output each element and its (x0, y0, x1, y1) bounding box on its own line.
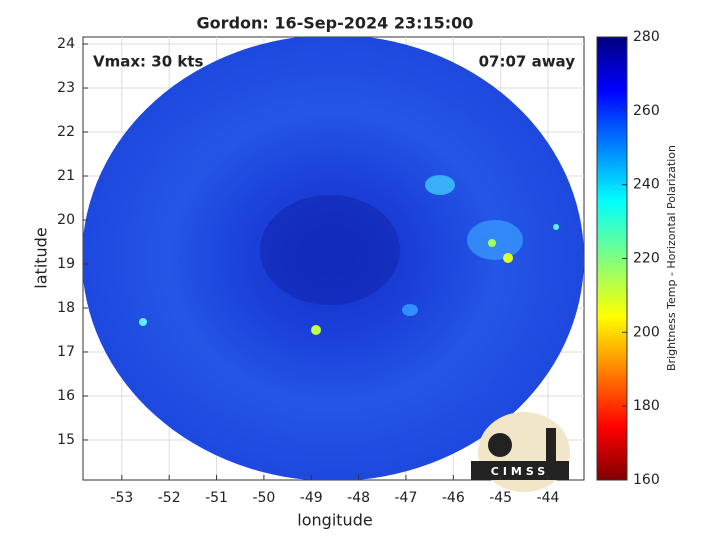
swath-feature (402, 304, 418, 316)
colorbar-tick-label: 180 (633, 398, 660, 414)
x-tick-label: -44 (537, 490, 560, 506)
x-tick-label: -46 (442, 490, 465, 506)
colorbar-tick-label: 160 (633, 472, 660, 488)
swath-feature (503, 253, 513, 263)
swath-feature (425, 175, 455, 195)
x-tick-label: -45 (489, 490, 512, 506)
logo-band (471, 461, 569, 480)
swath-feature (488, 239, 496, 247)
colorbar-tick-label: 260 (633, 103, 660, 119)
x-tick-label: -51 (205, 490, 228, 506)
chart-title: Gordon: 16-Sep-2024 23:15:00 (197, 14, 474, 33)
x-tick-label: -52 (158, 490, 181, 506)
x-axis-label: longitude (297, 511, 372, 530)
x-tick-label: -48 (347, 490, 370, 506)
logo-dish (488, 433, 512, 457)
swath-feature (467, 220, 523, 260)
y-tick-label: 19 (57, 256, 75, 272)
colorbar-label: Brightness Temp - Horizontal Polarizatio… (665, 145, 678, 371)
colorbar-tick-label: 240 (633, 177, 660, 193)
y-axis-label: latitude (32, 227, 51, 288)
logo-text: CIMSS (491, 465, 549, 478)
x-tick-label: -49 (300, 490, 323, 506)
colorbar-tick-label: 280 (633, 29, 660, 45)
y-tick-label: 18 (57, 300, 75, 316)
swath-feature (260, 195, 400, 305)
y-tick-label: 20 (57, 212, 75, 228)
logo-tower (546, 428, 556, 461)
swath-feature (553, 224, 559, 230)
x-tick-label: -50 (252, 490, 275, 506)
x-tick-label: -53 (110, 490, 133, 506)
colorbar-tick-label: 220 (633, 251, 660, 267)
colorbar-tick-label: 200 (633, 324, 660, 340)
y-tick-label: 15 (57, 432, 75, 448)
annotation: Vmax: 30 kts (93, 53, 203, 71)
y-tick-label: 17 (57, 344, 75, 360)
x-tick-label: -47 (395, 490, 418, 506)
y-tick-label: 23 (57, 80, 75, 96)
y-tick-label: 21 (57, 168, 75, 184)
y-tick-label: 16 (57, 388, 75, 404)
annotation: 07:07 away (479, 53, 576, 71)
swath-feature (139, 318, 147, 326)
y-tick-label: 22 (57, 124, 75, 140)
satellite-image (83, 37, 584, 480)
swath-feature (311, 325, 321, 335)
y-tick-label: 24 (57, 36, 75, 52)
logo: CIMSS (471, 412, 570, 492)
